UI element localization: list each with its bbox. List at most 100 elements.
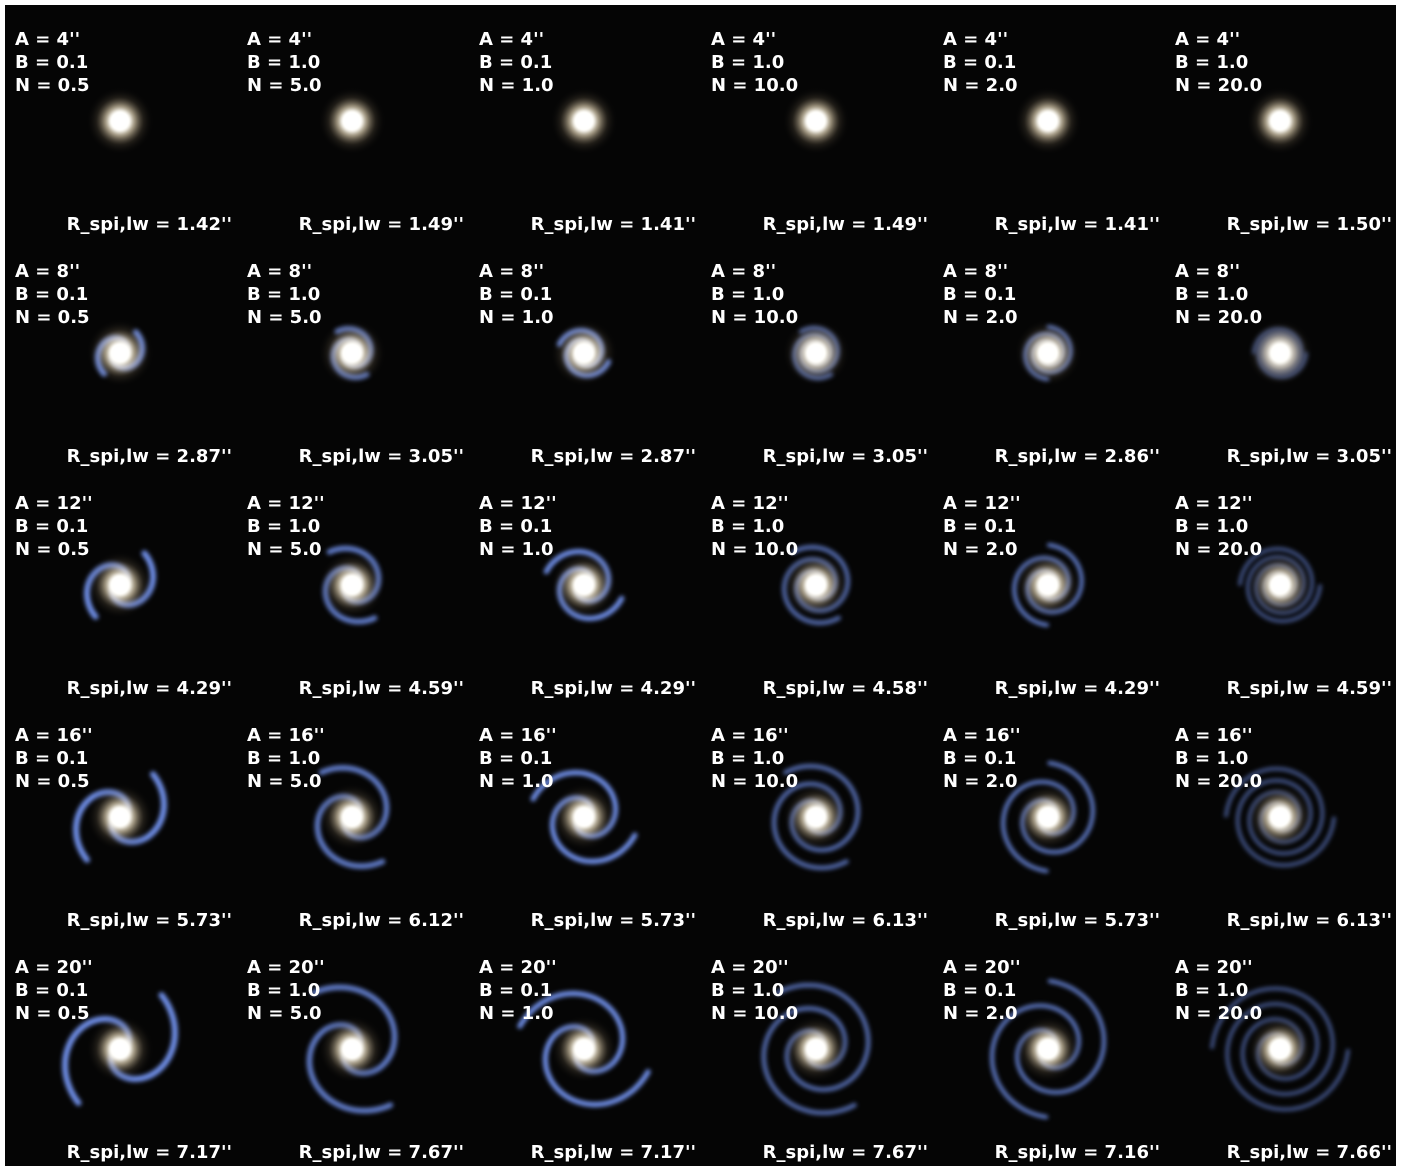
r-spi-label: R_spi,lw = 6.13'' <box>1227 910 1392 931</box>
galaxy-panel: A = 4''B = 1.0N = 20.0 R_spi,lw = 1.50'' <box>1175 29 1392 235</box>
param-n: N = 1.0 <box>479 75 554 96</box>
galaxy-panel: A = 8''B = 1.0N = 20.0 R_spi,lw = 3.05'' <box>1175 261 1392 467</box>
r-spi-label: R_spi,lw = 3.05'' <box>299 446 464 467</box>
param-a: A = 20'' <box>1175 957 1253 978</box>
r-spi-label: R_spi,lw = 1.50'' <box>1227 214 1392 235</box>
galaxy-panel: A = 16''B = 0.1N = 1.0 R_spi,lw = 5.73'' <box>479 725 696 931</box>
param-n: N = 0.5 <box>15 75 90 96</box>
param-b: B = 0.1 <box>15 980 88 1001</box>
param-b: B = 0.1 <box>15 516 88 537</box>
galaxy-panel: A = 4''B = 0.1N = 2.0 R_spi,lw = 1.41'' <box>943 29 1160 235</box>
param-a: A = 16'' <box>247 725 325 746</box>
param-b: B = 1.0 <box>1175 516 1248 537</box>
param-n: N = 20.0 <box>1175 539 1262 560</box>
param-b: B = 0.1 <box>943 748 1016 769</box>
galaxy-panel: A = 12''B = 0.1N = 0.5 R_spi,lw = 4.29'' <box>15 493 232 699</box>
param-a: A = 4'' <box>943 29 1008 50</box>
param-a: A = 8'' <box>943 261 1008 282</box>
r-spi-label: R_spi,lw = 2.86'' <box>995 446 1160 467</box>
param-n: N = 1.0 <box>479 771 554 792</box>
r-spi-label: R_spi,lw = 4.29'' <box>531 678 696 699</box>
galaxy-nucleus <box>110 111 130 131</box>
galaxy-panel: A = 16''B = 0.1N = 0.5 R_spi,lw = 5.73'' <box>15 725 232 931</box>
galaxy-panel: A = 4''B = 0.1N = 1.0 R_spi,lw = 1.41'' <box>479 29 696 235</box>
param-n: N = 20.0 <box>1175 307 1262 328</box>
param-a: A = 20'' <box>15 957 93 978</box>
r-spi-label: R_spi,lw = 7.17'' <box>531 1142 696 1163</box>
r-spi-label: R_spi,lw = 4.59'' <box>299 678 464 699</box>
param-a: A = 8'' <box>479 261 544 282</box>
param-a: A = 4'' <box>479 29 544 50</box>
param-n: N = 0.5 <box>15 771 90 792</box>
galaxy-nucleus <box>1038 111 1058 131</box>
param-a: A = 12'' <box>711 493 789 514</box>
r-spi-label: R_spi,lw = 7.67'' <box>299 1142 464 1163</box>
param-n: N = 1.0 <box>479 307 554 328</box>
r-spi-label: R_spi,lw = 1.41'' <box>531 214 696 235</box>
param-n: N = 5.0 <box>247 771 322 792</box>
param-n: N = 20.0 <box>1175 771 1262 792</box>
param-b: B = 0.1 <box>479 980 552 1001</box>
param-b: B = 0.1 <box>15 284 88 305</box>
r-spi-label: R_spi,lw = 2.87'' <box>67 446 232 467</box>
galaxy-nucleus <box>1270 807 1290 827</box>
galaxy-nucleus <box>574 1039 594 1059</box>
param-b: B = 0.1 <box>479 748 552 769</box>
galaxy-panel: A = 12''B = 0.1N = 2.0 R_spi,lw = 4.29'' <box>943 493 1160 699</box>
galaxy-nucleus <box>806 343 826 363</box>
param-b: B = 1.0 <box>711 748 784 769</box>
r-spi-label: R_spi,lw = 5.73'' <box>995 910 1160 931</box>
galaxy-panel: A = 20''B = 1.0N = 10.0 R_spi,lw = 7.67'' <box>711 957 928 1163</box>
galaxy-nucleus <box>110 807 130 827</box>
r-spi-label: R_spi,lw = 3.05'' <box>763 446 928 467</box>
param-a: A = 12'' <box>479 493 557 514</box>
param-b: B = 0.1 <box>943 980 1016 1001</box>
galaxy-panel: A = 8''B = 1.0N = 10.0 R_spi,lw = 3.05'' <box>711 261 928 467</box>
galaxy-panel: A = 20''B = 0.1N = 1.0 R_spi,lw = 7.17'' <box>479 957 696 1163</box>
param-a: A = 12'' <box>15 493 93 514</box>
param-n: N = 5.0 <box>247 75 322 96</box>
param-n: N = 20.0 <box>1175 75 1262 96</box>
galaxy-panel: A = 4''B = 1.0N = 10.0 R_spi,lw = 1.49'' <box>711 29 928 235</box>
galaxy-nucleus <box>1270 111 1290 131</box>
r-spi-label: R_spi,lw = 1.49'' <box>299 214 464 235</box>
param-b: B = 0.1 <box>479 52 552 73</box>
galaxy-nucleus <box>1038 343 1058 363</box>
param-n: N = 10.0 <box>711 539 798 560</box>
param-b: B = 1.0 <box>247 516 320 537</box>
param-n: N = 2.0 <box>943 307 1018 328</box>
param-a: A = 8'' <box>15 261 80 282</box>
param-b: B = 1.0 <box>247 52 320 73</box>
galaxy-panel: A = 12''B = 1.0N = 5.0 R_spi,lw = 4.59'' <box>247 493 464 699</box>
param-a: A = 16'' <box>943 725 1021 746</box>
param-a: A = 8'' <box>1175 261 1240 282</box>
galaxy-nucleus <box>806 807 826 827</box>
param-b: B = 0.1 <box>943 52 1016 73</box>
r-spi-label: R_spi,lw = 1.42'' <box>67 214 232 235</box>
param-n: N = 2.0 <box>943 1003 1018 1024</box>
galaxy-panel: A = 16''B = 1.0N = 5.0 R_spi,lw = 6.12'' <box>247 725 464 931</box>
galaxy-nucleus <box>110 575 130 595</box>
param-a: A = 4'' <box>15 29 80 50</box>
param-n: N = 2.0 <box>943 539 1018 560</box>
galaxy-panel: A = 8''B = 0.1N = 1.0 R_spi,lw = 2.87'' <box>479 261 696 467</box>
r-spi-label: R_spi,lw = 1.49'' <box>763 214 928 235</box>
galaxy-nucleus <box>1038 807 1058 827</box>
param-a: A = 4'' <box>1175 29 1240 50</box>
galaxy-nucleus <box>1270 343 1290 363</box>
r-spi-label: R_spi,lw = 1.41'' <box>995 214 1160 235</box>
galaxy-nucleus <box>574 575 594 595</box>
param-b: B = 1.0 <box>711 980 784 1001</box>
param-b: B = 1.0 <box>711 52 784 73</box>
param-a: A = 16'' <box>479 725 557 746</box>
r-spi-label: R_spi,lw = 2.87'' <box>531 446 696 467</box>
galaxy-nucleus <box>574 807 594 827</box>
galaxy-nucleus <box>1270 575 1290 595</box>
galaxy-panel: A = 12''B = 0.1N = 1.0 R_spi,lw = 4.29'' <box>479 493 696 699</box>
param-a: A = 8'' <box>247 261 312 282</box>
r-spi-label: R_spi,lw = 6.12'' <box>299 910 464 931</box>
galaxy-panel: A = 16''B = 1.0N = 10.0 R_spi,lw = 6.13'' <box>711 725 928 931</box>
galaxy-panel: A = 4''B = 1.0N = 5.0 R_spi,lw = 1.49'' <box>247 29 464 235</box>
galaxy-panel: A = 20''B = 0.1N = 0.5 R_spi,lw = 7.17'' <box>15 957 232 1163</box>
param-b: B = 1.0 <box>1175 284 1248 305</box>
